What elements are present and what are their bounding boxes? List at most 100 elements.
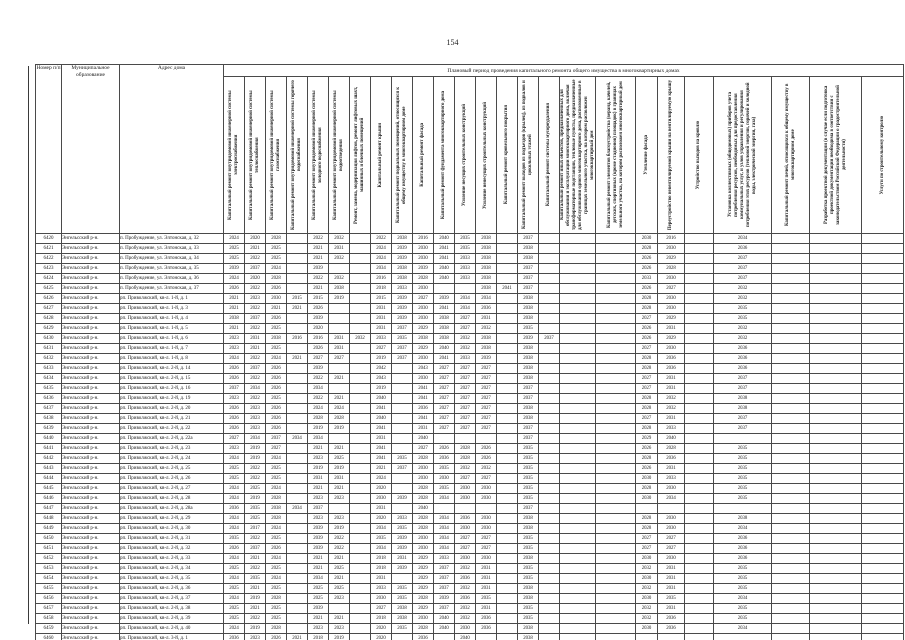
municipality-cell: Энгельсский р-н.	[61, 293, 120, 304]
year-cell	[391, 443, 413, 454]
table-row: 6459 Энгельсский р-н. рп. Приволжский, кв-…	[35, 623, 905, 634]
address-cell: п. Пробуждение, ул. Элтонская, д. 35	[119, 263, 224, 274]
year-cell: 2038	[475, 343, 497, 354]
address-cell: рп. Приволжский, кв-л. 2-й, д. 27	[119, 483, 224, 494]
year-cell	[684, 453, 714, 464]
year-cell	[559, 403, 596, 414]
table-row: 6458 Энгельсский р-н. рп. Приволжский, кв-…	[35, 613, 905, 624]
work-type-column-header-21: Устройство выходов на кровлю	[684, 76, 714, 234]
year-cell: 2038	[412, 333, 434, 344]
year-cell: 2030	[475, 513, 497, 524]
row-number-cell: 6426	[35, 293, 62, 304]
year-cell: 2038	[391, 613, 413, 624]
year-cell: 2024	[223, 623, 245, 634]
year-cell: 2034	[433, 543, 455, 554]
year-cell: 2034	[454, 293, 476, 304]
year-cell: 2041	[370, 443, 392, 454]
year-cell	[559, 433, 596, 444]
year-cell: 2035	[713, 603, 772, 614]
year-cell: 2035	[391, 333, 413, 344]
year-cell	[286, 513, 308, 524]
year-cell: 2023	[223, 343, 245, 354]
address-cell: рп. Приволжский, кв-л. 2-й, д. 33	[119, 553, 224, 564]
year-cell	[860, 573, 905, 584]
year-cell: 2021	[307, 483, 329, 494]
year-cell: 2021	[307, 243, 329, 254]
year-cell	[860, 483, 905, 494]
table-row: 6426 Энгельсский р-н. рп. Приволжский, кв-…	[35, 293, 905, 304]
year-cell: 2018	[307, 633, 329, 640]
year-cell	[771, 353, 810, 364]
year-cell: 2030	[412, 533, 434, 544]
address-cell: рп. Приволжский, кв-л. 2-й, д. 22	[119, 423, 224, 434]
address-cell: рп. Приволжский, кв-л. 1-й, д. 1	[119, 293, 224, 304]
year-cell	[684, 403, 714, 414]
year-cell: 2040	[412, 503, 434, 514]
year-cell	[559, 483, 596, 494]
year-cell	[684, 593, 714, 604]
table-row: 6447 Энгельсский р-н. рп. Приволжский, кв-…	[35, 503, 905, 514]
year-cell: 2023	[223, 393, 245, 404]
row-number-cell: 6424	[35, 273, 62, 284]
year-cell	[538, 573, 560, 584]
year-cell: 2039	[307, 363, 329, 374]
year-cell	[454, 503, 476, 514]
address-cell: рп. Приволжский, кв-л. 2-й, д. 40	[119, 623, 224, 634]
year-cell	[809, 443, 862, 454]
municipality-cell: Энгельсский р-н.	[61, 363, 120, 374]
year-cell	[809, 533, 862, 544]
year-cell: 2019	[328, 523, 350, 534]
year-cell	[559, 393, 596, 404]
year-cell	[286, 323, 308, 334]
year-cell	[349, 323, 371, 334]
year-cell: 2024	[370, 253, 392, 264]
year-cell: 2038	[475, 233, 497, 244]
year-cell: 2038	[433, 333, 455, 344]
year-cell: 2032	[349, 333, 371, 344]
year-cell: 2035	[713, 463, 772, 474]
year-cell: 2030	[412, 283, 434, 294]
year-cell	[559, 263, 596, 274]
year-cell	[809, 293, 862, 304]
year-cell: 2037	[244, 313, 266, 324]
year-cell: 2039	[391, 493, 413, 504]
year-cell: 2026	[635, 283, 658, 294]
year-cell: 2028	[412, 523, 434, 534]
year-cell: 2016	[657, 233, 685, 244]
year-cell: 2031	[307, 473, 329, 484]
year-cell: 2020	[307, 323, 329, 334]
year-cell: 2038	[475, 273, 497, 284]
year-cell: 2023	[328, 593, 350, 604]
year-cell: 2026	[433, 443, 455, 454]
year-cell: 2025	[265, 583, 287, 594]
municipality-cell: Энгельсский р-н.	[61, 493, 120, 504]
year-cell: 2032	[454, 583, 476, 594]
year-cell: 2022	[244, 373, 266, 384]
year-cell	[595, 303, 636, 314]
year-cell: 2022	[244, 393, 266, 404]
year-cell: 2029	[412, 323, 434, 334]
year-cell	[771, 503, 810, 514]
year-cell: 2035	[713, 313, 772, 324]
year-cell: 2027	[454, 533, 476, 544]
year-cell: 2025	[244, 513, 266, 524]
year-cell	[328, 313, 350, 324]
year-cell: 2025	[265, 323, 287, 334]
year-cell	[538, 443, 560, 454]
year-cell: 2030	[635, 623, 658, 634]
municipality-cell: Энгельсский р-н.	[61, 243, 120, 254]
municipality-cell: Энгельсский р-н.	[61, 513, 120, 524]
year-cell: 2019	[370, 353, 392, 364]
year-cell	[809, 273, 862, 284]
year-cell: 2024	[265, 573, 287, 584]
year-cell: 2022	[307, 233, 329, 244]
year-cell: 2025	[307, 593, 329, 604]
year-cell: 2031	[657, 583, 685, 594]
year-cell	[595, 603, 636, 614]
table-row: 6420 Энгельсский р-н. п. Пробуждение, ул. …	[35, 233, 905, 244]
municipality-cell: Энгельсский р-н.	[61, 543, 120, 554]
year-cell: 2031	[657, 373, 685, 384]
year-cell	[860, 603, 905, 614]
year-cell: 2032	[475, 323, 497, 334]
